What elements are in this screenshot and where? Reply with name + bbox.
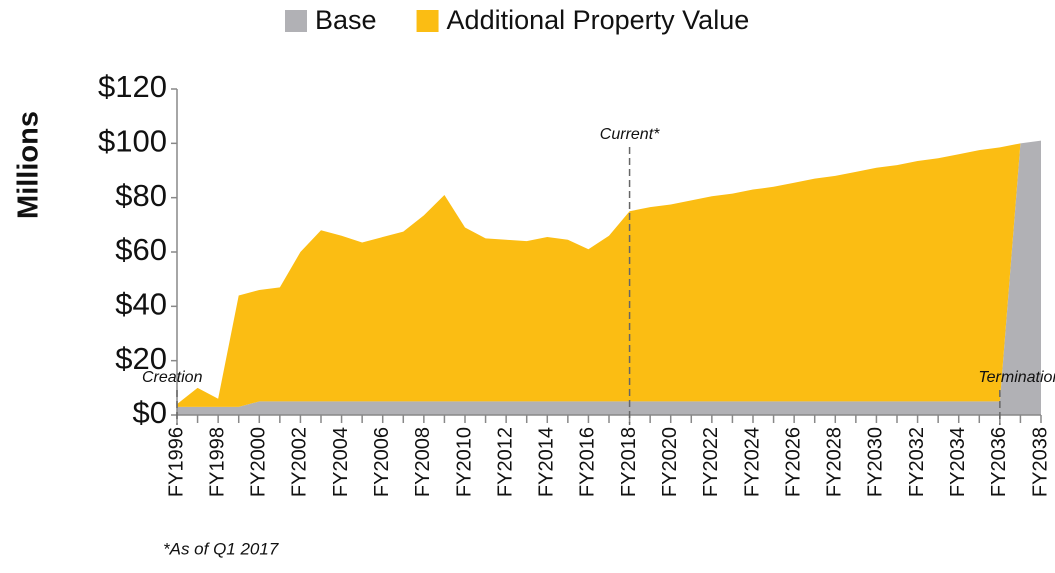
x-tick-label: FY2016 (577, 427, 599, 497)
x-tick-label: FY2024 (741, 427, 763, 497)
x-tick-label: FY2014 (536, 427, 558, 497)
x-tick-label: FY2012 (494, 427, 516, 497)
x-tick-label: FY1996 (165, 427, 187, 497)
x-tick-label: FY2026 (782, 427, 804, 497)
x-tick-label: FY2034 (947, 427, 969, 497)
x-tick-label: FY2032 (906, 427, 928, 497)
legend-label: Additional Property Value (447, 5, 750, 35)
x-tick-label: FY2004 (330, 427, 352, 497)
legend-swatch (416, 10, 439, 32)
x-tick-label: FY2002 (289, 427, 311, 497)
x-tick-label: FY2036 (988, 427, 1010, 497)
annotation-text: Creation (142, 369, 203, 386)
y-tick-label: $100 (98, 124, 167, 159)
y-tick-label: $80 (115, 178, 167, 213)
x-tick-label: FY2018 (618, 427, 640, 497)
y-tick-label: $0 (133, 395, 167, 430)
x-tick-label: FY2000 (248, 427, 270, 497)
x-tick-label: FY2006 (371, 427, 393, 497)
x-tick-label: FY2028 (824, 427, 846, 497)
x-tick-label: FY2010 (453, 427, 475, 497)
x-tick-label: FY2008 (412, 427, 434, 497)
x-tick-label: FY2030 (865, 427, 887, 497)
x-tick-label: FY2038 (1029, 427, 1051, 497)
y-axis-label: Millions (13, 111, 45, 219)
footnote: *As of Q1 2017 (163, 539, 279, 558)
area (177, 140, 1041, 407)
legend-swatch (285, 10, 307, 32)
x-tick-label: FY1998 (206, 427, 228, 497)
y-tick-label: $20 (115, 341, 167, 376)
x-tick-label: FY2022 (700, 427, 722, 497)
x-tick-label: FY2020 (659, 427, 681, 497)
y-tick-label: $120 (98, 69, 167, 104)
annotation-text: Current* (600, 126, 660, 143)
legend-label: Base (315, 5, 377, 35)
annotation-text: Termination (978, 369, 1055, 386)
y-tick-label: $60 (115, 232, 167, 267)
y-tick-label: $40 (115, 287, 167, 322)
